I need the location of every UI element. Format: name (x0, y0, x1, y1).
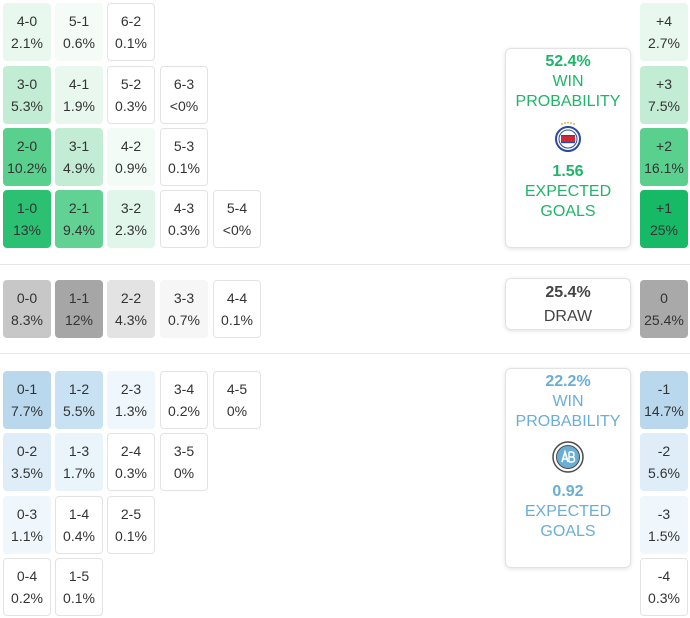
score-cell: 0-4 0.2% (3, 558, 51, 616)
score-cell: 2-0 10.2% (3, 128, 51, 186)
section-divider (0, 264, 690, 265)
score-cell: 0-0 8.3% (3, 280, 51, 338)
score-cell: 3-3 0.7% (160, 280, 208, 338)
score-cell: 1-1 12% (55, 280, 103, 338)
score-cell: 2-4 0.3% (107, 433, 155, 491)
score-cell: 3-4 0.2% (160, 371, 208, 429)
score-cell: 4-0 2.1% (3, 3, 51, 61)
score-cell: 0-1 7.7% (3, 371, 51, 429)
probability-label: PROBABILITY (515, 413, 621, 430)
score-cell: 2-1 9.4% (55, 190, 103, 248)
draw-summary-card: 25.4% DRAW (505, 278, 631, 330)
score-cell: 4-2 0.9% (107, 128, 155, 186)
away-summary-card: 22.2% WIN PROBABILITY 0.92 EXPECTED GOAL… (505, 368, 631, 568)
score-cell: 1-0 13% (3, 190, 51, 248)
margin-cell: -4 0.3% (640, 558, 688, 616)
score-cell: 4-3 0.3% (160, 190, 208, 248)
win-label: WIN (552, 393, 584, 410)
away-expected-goals: 0.92 (552, 483, 584, 500)
margin-cell: -3 1.5% (640, 496, 688, 554)
expected-label: EXPECTED (524, 503, 612, 520)
score-cell: 0-2 3.5% (3, 433, 51, 491)
home-win-percentage: 52.4% (545, 53, 591, 70)
score-cell: 1-5 0.1% (55, 558, 103, 616)
team-crest-icon (552, 441, 584, 473)
score-cell: 5-2 0.3% (107, 66, 155, 124)
score-cell: 3-1 4.9% (55, 128, 103, 186)
score-cell: 2-3 1.3% (107, 371, 155, 429)
section-divider (0, 353, 690, 354)
margin-cell: +2 16.1% (640, 128, 688, 186)
goals-label: GOALS (540, 523, 596, 540)
score-cell: 5-4 <0% (213, 190, 261, 248)
probability-label: PROBABILITY (515, 93, 621, 110)
score-cell: 1-3 1.7% (55, 433, 103, 491)
away-win-percentage: 22.2% (545, 373, 591, 390)
margin-cell: +1 25% (640, 190, 688, 248)
home-expected-goals: 1.56 (552, 163, 584, 180)
score-cell: 0-3 1.1% (3, 496, 51, 554)
score-cell: 4-5 0% (213, 371, 261, 429)
margin-cell: -1 14.7% (640, 371, 688, 429)
score-cell: 1-2 5.5% (55, 371, 103, 429)
win-label: WIN (552, 73, 584, 90)
score-cell: 6-3 <0% (160, 66, 208, 124)
margin-cell: +3 7.5% (640, 66, 688, 124)
score-cell: 4-4 0.1% (213, 280, 261, 338)
score-cell: 4-1 1.9% (55, 66, 103, 124)
draw-percentage: 25.4% (545, 284, 591, 301)
score-cell: 2-2 4.3% (107, 280, 155, 338)
home-summary-card: 52.4% WIN PROBABILITY 1.56 EXPECTED GOAL… (505, 48, 631, 248)
score-cell: 2-5 0.1% (107, 496, 155, 554)
score-cell: 5-1 0.6% (55, 3, 103, 61)
expected-label: EXPECTED (524, 183, 612, 200)
score-cell: 3-0 5.3% (3, 66, 51, 124)
goals-label: GOALS (540, 203, 596, 220)
score-cell: 5-3 0.1% (160, 128, 208, 186)
score-cell: 3-5 0% (160, 433, 208, 491)
score-cell: 6-2 0.1% (107, 3, 155, 61)
team-crest-icon (555, 121, 581, 152)
margin-cell: -2 5.6% (640, 433, 688, 491)
score-cell: 3-2 2.3% (107, 190, 155, 248)
draw-label: DRAW (543, 308, 593, 325)
margin-cell: 0 25.4% (640, 280, 688, 338)
score-cell: 1-4 0.4% (55, 496, 103, 554)
margin-cell: +4 2.7% (640, 3, 688, 61)
